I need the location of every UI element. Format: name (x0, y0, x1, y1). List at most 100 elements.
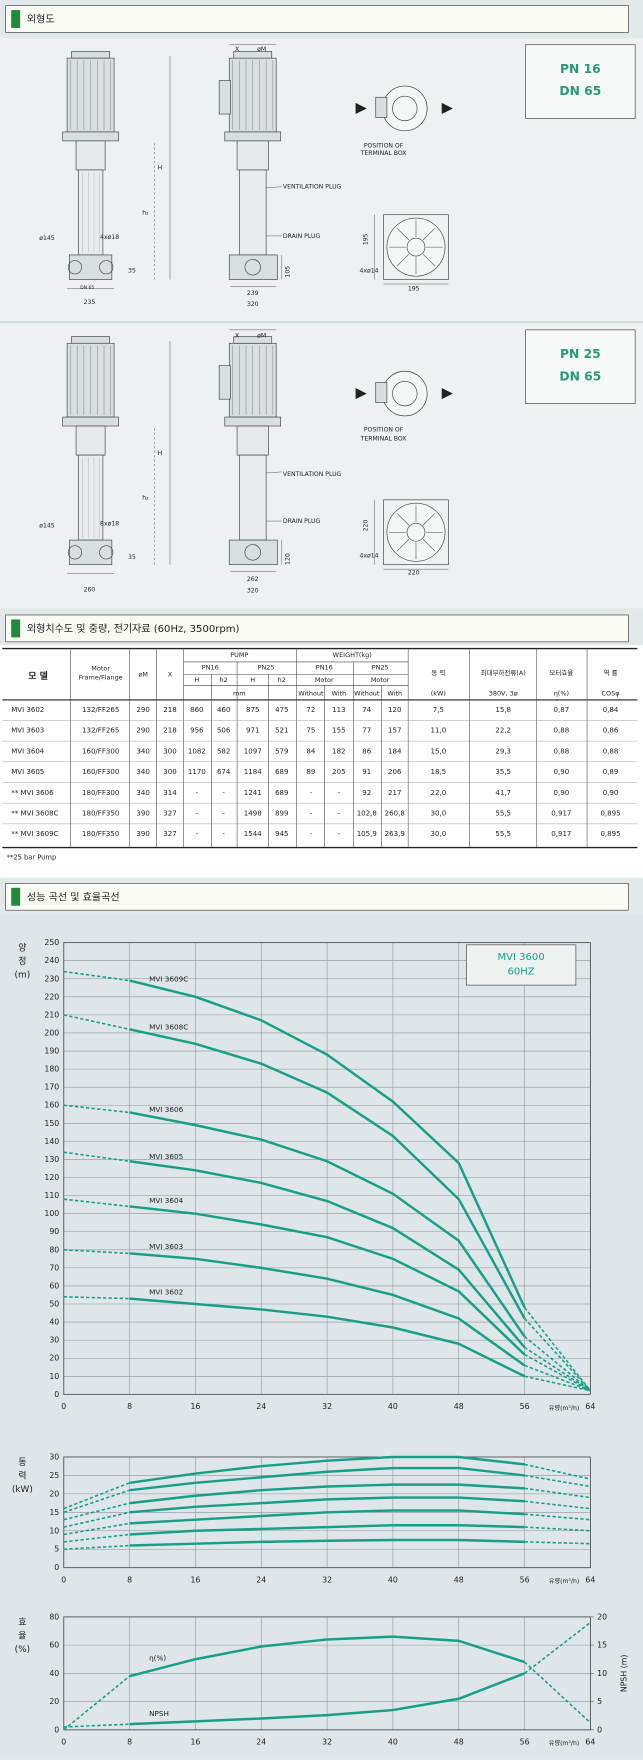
table-cell: 218 (163, 705, 176, 714)
y2-tick-label: 10 (597, 1669, 607, 1678)
curve-label: MVI 3602 (149, 1287, 183, 1296)
curve (129, 1111, 526, 1338)
y-tick-label: 230 (44, 974, 59, 983)
dimension-label: 4xø18 (100, 234, 119, 241)
table-header: Frame/Flange (79, 674, 123, 682)
table-cell: 206 (388, 767, 402, 776)
table-cell: 475 (275, 705, 288, 714)
x-tick-label: 48 (454, 1575, 464, 1584)
table-cell: 0,86 (603, 726, 619, 735)
table-cell: 327 (163, 808, 176, 817)
base-view-frame (383, 499, 449, 566)
base-view-spoke (422, 254, 436, 267)
x-tick-label: 64 (585, 1738, 595, 1747)
table-cell: 155 (332, 726, 345, 735)
table-cell: 1498 (244, 808, 262, 817)
dimension-label: DRAIN PLUG (283, 518, 321, 525)
top-view-inner (392, 380, 418, 407)
curve (524, 1353, 591, 1392)
table-header: 380V, 3ø (489, 689, 518, 697)
y-tick-label: 25 (49, 1471, 59, 1480)
x-tick-label: 64 (585, 1575, 595, 1584)
terminal-box (218, 80, 231, 115)
table-cell: 0,87 (554, 705, 570, 714)
dimension-label: TERMINAL BOX (360, 150, 407, 157)
dimension-label: X (235, 332, 239, 339)
flange (99, 260, 114, 275)
table-cell: 0,88 (554, 746, 570, 755)
table-cell: 390 (136, 829, 149, 838)
badge-text: DN 65 (559, 369, 601, 383)
table-cell: 22,0 (431, 788, 447, 797)
table-cell: 1170 (188, 767, 206, 776)
y2-tick-label: 15 (597, 1641, 607, 1650)
curve (524, 1463, 591, 1480)
y-axis-title: 정 (18, 956, 26, 967)
table-cell: 77 (362, 726, 371, 735)
x-tick-label: 56 (520, 1402, 530, 1411)
table-cell: 89 (306, 767, 315, 776)
section-title: 외형도 (27, 14, 55, 26)
flange (244, 544, 261, 561)
x-tick-label: 56 (520, 1575, 530, 1584)
table-cell: 157 (388, 726, 401, 735)
section-header (5, 883, 629, 911)
dimension-label: 4xø14 (359, 553, 378, 560)
motor-flange (62, 131, 119, 142)
table-cell: 30,0 (431, 808, 447, 817)
y-tick-label: 220 (44, 992, 59, 1001)
y-tick-label: 160 (44, 1101, 59, 1110)
table-footnote: **25 bar Pump (7, 854, 56, 862)
header-marker (11, 10, 21, 28)
pump-base (228, 539, 278, 566)
table-header: Motor (91, 665, 110, 673)
y-tick-label: 180 (44, 1065, 59, 1074)
table-cell: 160/FF300 (82, 767, 119, 776)
table-header: 모 델 (28, 670, 48, 682)
table-header: (kW) (431, 689, 446, 697)
x-axis-title: 유량(m³/h) (549, 1740, 579, 1747)
curve (63, 1014, 130, 1031)
arrow (441, 388, 453, 400)
table-header: PN25 (372, 664, 389, 672)
plot-frame (63, 942, 591, 1395)
curve-label: η(%) (149, 1654, 166, 1663)
base-view-hub (406, 237, 426, 257)
x-tick-label: 24 (256, 1402, 266, 1411)
section-header (5, 5, 629, 33)
dimension-label: H (158, 450, 163, 457)
table-cell: 290 (136, 705, 149, 714)
table-header: h2 (220, 676, 228, 684)
table-header: COSφ (602, 689, 620, 697)
table-cell: 0,90 (603, 788, 619, 797)
table-cell: 184 (388, 746, 402, 755)
x-tick-label: 0 (61, 1402, 66, 1411)
y-tick-label: 140 (44, 1137, 59, 1146)
dimension-label: POSITION OF (364, 426, 404, 433)
curve (523, 1307, 592, 1392)
dimension-label: 35 (128, 268, 136, 275)
dimension-label: 35 (128, 554, 136, 561)
table-cell: 314 (163, 788, 177, 797)
table-cell: MVI 3603 (11, 726, 44, 735)
table-cell: 0,917 (551, 829, 571, 838)
table-cell: 0,895 (600, 829, 620, 838)
base-view-hub (406, 522, 426, 542)
dimension-label: 105 (284, 266, 291, 278)
motor-flange (224, 131, 282, 142)
curve (129, 1483, 525, 1505)
plot-frame (63, 1616, 591, 1731)
y2-tick-label: 0 (597, 1725, 602, 1734)
table-cell: 55,5 (495, 808, 511, 817)
table-cell: 205 (332, 767, 345, 776)
table-cell: - (338, 808, 341, 817)
x-tick-label: 16 (190, 1575, 200, 1584)
table-header: PN16 (316, 664, 333, 672)
table-cell: 674 (217, 767, 231, 776)
table-cell: 0,88 (554, 726, 570, 735)
curve (129, 1672, 526, 1726)
y-tick-label: 40 (49, 1669, 59, 1678)
table-cell: 180/FF350 (82, 808, 119, 817)
y-tick-label: 50 (49, 1300, 59, 1309)
motor-cap (233, 51, 273, 59)
